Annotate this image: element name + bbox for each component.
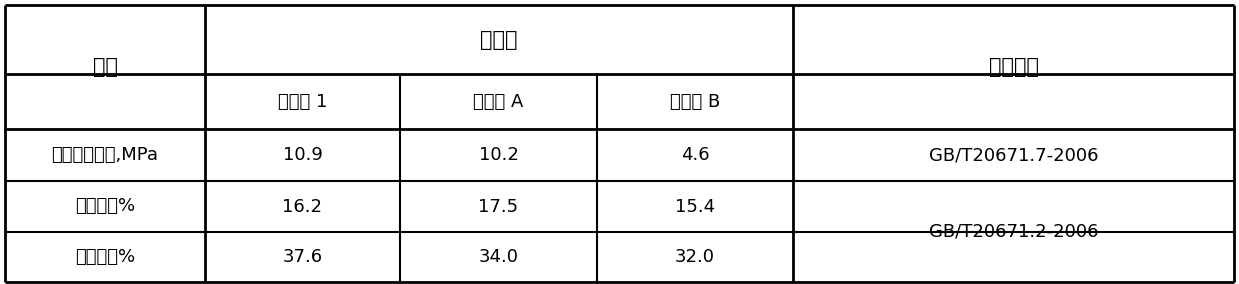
Text: 4.6: 4.6 <box>680 146 709 164</box>
Text: GB/T20671.7-2006: GB/T20671.7-2006 <box>929 146 1098 164</box>
Text: 实测値: 实测値 <box>481 30 518 49</box>
Text: 实施例 1: 实施例 1 <box>278 93 327 110</box>
Text: 32.0: 32.0 <box>675 248 715 266</box>
Text: GB/T20671.2-2006: GB/T20671.2-2006 <box>929 222 1098 241</box>
Text: 回弹率，%: 回弹率，% <box>74 248 135 266</box>
Text: 性能: 性能 <box>93 57 118 77</box>
Text: 横向拉伸强度,MPa: 横向拉伸强度,MPa <box>52 146 159 164</box>
Text: 15.4: 15.4 <box>675 197 715 216</box>
Text: 37.6: 37.6 <box>282 248 322 266</box>
Text: 34.0: 34.0 <box>478 248 518 266</box>
Text: 16.2: 16.2 <box>282 197 322 216</box>
Text: 对照组 B: 对照组 B <box>670 93 720 110</box>
Text: 17.5: 17.5 <box>478 197 519 216</box>
Text: 检测方法: 检测方法 <box>989 57 1038 77</box>
Text: 对照组 A: 对照组 A <box>473 93 524 110</box>
Text: 压缩率，%: 压缩率，% <box>74 197 135 216</box>
Text: 10.2: 10.2 <box>478 146 518 164</box>
Text: 10.9: 10.9 <box>282 146 322 164</box>
